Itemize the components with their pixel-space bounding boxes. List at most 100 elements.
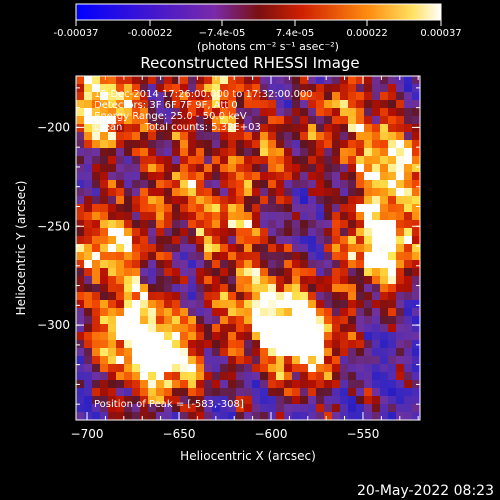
heatmap-cell: [132, 372, 141, 381]
heatmap-cell: [156, 268, 165, 277]
heatmap-cell: [316, 252, 325, 261]
heatmap-cell: [316, 292, 325, 301]
heatmap-cell: [156, 364, 165, 373]
heatmap-cell: [148, 276, 157, 285]
heatmap-cell: [380, 196, 389, 205]
heatmap-cell: [116, 324, 125, 333]
heatmap-cell: [76, 404, 85, 413]
heatmap-cell: [140, 380, 149, 389]
heatmap-cell: [212, 212, 221, 221]
heatmap-cell: [332, 180, 341, 189]
heatmap-cell: [188, 348, 197, 357]
heatmap-cell: [196, 284, 205, 293]
heatmap-cell: [348, 228, 357, 237]
heatmap-cell: [300, 188, 309, 197]
heatmap-cell: [84, 364, 93, 373]
heatmap-cell: [228, 236, 237, 245]
heatmap-cell: [260, 156, 269, 165]
heatmap-cell: [228, 164, 237, 173]
heatmap-cell: [140, 204, 149, 213]
heatmap-cell: [140, 148, 149, 157]
heatmap-cell: [380, 236, 389, 245]
heatmap-cell: [124, 348, 133, 357]
heatmap-cell: [132, 284, 141, 293]
heatmap-cell: [412, 100, 420, 109]
heatmap-cell: [324, 316, 333, 325]
heatmap-cell: [268, 236, 277, 245]
heatmap-cell: [340, 388, 349, 397]
heatmap-cell: [252, 268, 261, 277]
heatmap-cell: [196, 404, 205, 413]
heatmap-cell: [196, 412, 205, 420]
heatmap-cell: [308, 156, 317, 165]
heatmap-cell: [188, 268, 197, 277]
heatmap-cell: [164, 140, 173, 149]
heatmap-cell: [228, 380, 237, 389]
heatmap-cell: [212, 268, 221, 277]
heatmap-cell: [108, 164, 117, 173]
heatmap-cell: [132, 396, 141, 405]
heatmap-cell: [260, 348, 269, 357]
heatmap-cell: [380, 340, 389, 349]
heatmap-cell: [332, 404, 341, 413]
heatmap-cell: [276, 252, 285, 261]
heatmap-cell: [324, 364, 333, 373]
heatmap-cell: [308, 316, 317, 325]
heatmap-cell: [180, 132, 189, 141]
heatmap-cell: [284, 76, 293, 85]
heatmap-cell: [260, 164, 269, 173]
heatmap-cell: [380, 180, 389, 189]
heatmap-cell: [396, 276, 405, 285]
heatmap-cell: [92, 340, 101, 349]
heatmap-cell: [284, 388, 293, 397]
heatmap-cell: [196, 188, 205, 197]
heatmap-cell: [212, 308, 221, 317]
heatmap-cell: [100, 188, 109, 197]
heatmap-cell: [372, 156, 381, 165]
heatmap-cell: [116, 356, 125, 365]
heatmap-cell: [276, 364, 285, 373]
heatmap-cell: [340, 116, 349, 125]
heatmap-cell: [348, 188, 357, 197]
heatmap-cell: [268, 84, 277, 93]
heatmap-cell: [220, 308, 229, 317]
heatmap-cell: [228, 124, 237, 133]
heatmap-cell: [228, 348, 237, 357]
colorbar: -0.00037 -0.00022 −7.4e-05 7.4e-05 0.00022 0.…: [54, 3, 462, 53]
heatmap-cell: [364, 300, 373, 309]
heatmap-cell: [372, 84, 381, 93]
heatmap-cell: [340, 244, 349, 253]
heatmap-cell: [300, 116, 309, 125]
heatmap-cell: [244, 396, 253, 405]
heatmap-cell: [108, 332, 117, 341]
heatmap-cell: [220, 228, 229, 237]
heatmap-cell: [76, 292, 85, 301]
heatmap-cell: [108, 276, 117, 285]
heatmap-cell: [196, 124, 205, 133]
heatmap-cell: [148, 396, 157, 405]
heatmap-cell: [212, 276, 221, 285]
heatmap-cell: [156, 156, 165, 165]
heatmap-cell: [404, 180, 413, 189]
heatmap-cell: [260, 324, 269, 333]
heatmap-cell: [244, 364, 253, 373]
heatmap-cell: [340, 364, 349, 373]
heatmap-cell: [148, 252, 157, 261]
heatmap-cell: [396, 196, 405, 205]
heatmap-cell: [388, 236, 397, 245]
heatmap-cell: [76, 124, 85, 133]
heatmap-cell: [84, 348, 93, 357]
heatmap-cell: [132, 84, 141, 93]
heatmap-cell: [308, 196, 317, 205]
heatmap-cell: [108, 100, 117, 109]
heatmap-cell: [228, 212, 237, 221]
heatmap-cell: [348, 340, 357, 349]
heatmap-cell: [100, 172, 109, 181]
heatmap-cell: [300, 356, 309, 365]
heatmap-cell: [332, 204, 341, 213]
heatmap-cell: [316, 76, 325, 85]
heatmap-cell: [332, 348, 341, 357]
heatmap-cell: [252, 244, 261, 253]
heatmap-cell: [372, 396, 381, 405]
